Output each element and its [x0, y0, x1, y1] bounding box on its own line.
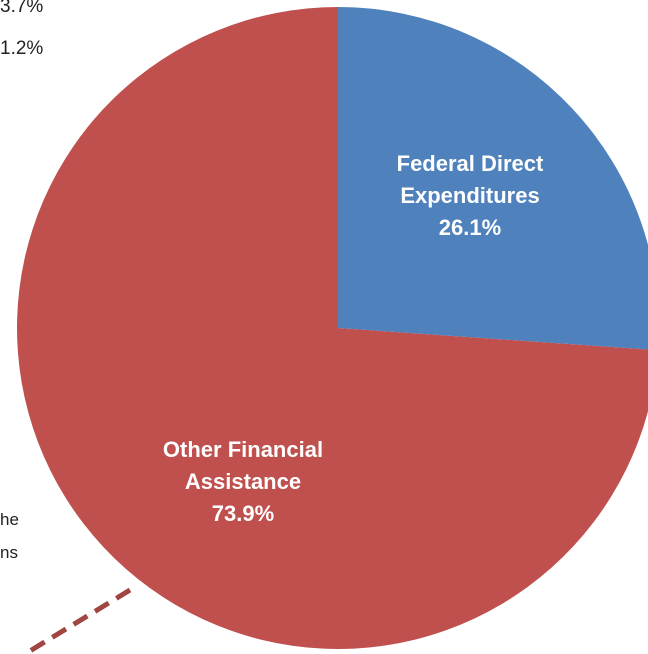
slice-label: Other Financial Assistance 73.9% [138, 434, 348, 530]
slice-label: Federal Direct Expenditures 26.1% [370, 148, 570, 244]
cropped-text: 1.2% [0, 38, 44, 59]
cropped-text: he [0, 510, 19, 529]
pie-slice [17, 7, 648, 649]
value-label: 26.1% [438, 215, 502, 240]
cropped-text: ns [0, 543, 18, 562]
category-label: Other Financial Assistance [162, 437, 324, 494]
cropped-text: 3.7% [0, 0, 44, 17]
category-label: Federal Direct Expenditures [396, 151, 544, 208]
value-label: 73.9% [211, 501, 275, 526]
pie-slice [338, 7, 648, 350]
connector [23, 587, 132, 654]
